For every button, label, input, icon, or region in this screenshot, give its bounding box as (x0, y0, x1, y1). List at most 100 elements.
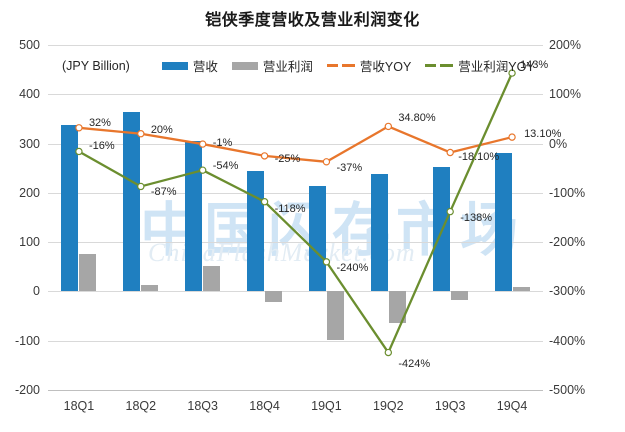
x-axis-tick: 19Q4 (496, 399, 528, 413)
data-point-marker[interactable] (260, 152, 269, 160)
data-point-label: -424% (398, 357, 431, 370)
operating-profit-yoy-color-swatch (425, 61, 454, 70)
data-point-label: 32% (88, 116, 111, 129)
data-point-marker[interactable] (446, 207, 454, 216)
y-axis-right-tick: -200% (549, 235, 586, 250)
data-point-marker[interactable] (137, 182, 145, 191)
data-point-marker[interactable] (198, 140, 207, 148)
line-operating-profit-yoy[interactable] (78, 72, 514, 354)
gridline (48, 291, 543, 293)
data-point-marker[interactable] (260, 198, 269, 206)
gridline (48, 390, 543, 391)
plot-area: 32% 20% -1% -25% -37% 34.80% -18.10% 13.10% -16%… (48, 45, 561, 391)
y-axis-right-tick: -400% (549, 333, 586, 348)
gridline (48, 143, 543, 145)
y-axis-right-tick: -100% (549, 185, 586, 200)
gridline (48, 45, 543, 46)
bar-revenue[interactable] (123, 111, 141, 292)
data-point-label: 143% (520, 59, 549, 72)
revenue-color-swatch (161, 61, 188, 70)
data-point-marker[interactable] (384, 122, 393, 131)
bar-operating-profit[interactable] (388, 291, 406, 324)
bar-revenue[interactable] (494, 153, 512, 292)
data-point-marker[interactable] (508, 133, 516, 141)
data-point-label: 20% (150, 123, 173, 136)
chart-title: 铠侠季度营收及营业利润变化 (205, 10, 420, 29)
data-point-label: -1% (212, 137, 233, 150)
bar-operating-profit[interactable] (512, 286, 530, 292)
legend-item-revenue-yoy[interactable]: 营收YOY (326, 56, 412, 75)
line-series-overlay (75, 69, 516, 357)
data-point-marker[interactable] (75, 124, 83, 132)
bar-revenue[interactable] (370, 174, 388, 292)
gridline (48, 340, 543, 342)
legend-label-revenue: 营收 (192, 60, 218, 74)
operating-profit-color-swatch (231, 61, 258, 70)
legend-item-revenue[interactable]: 营收 (161, 56, 218, 75)
y-axis-right-tick: -300% (549, 284, 586, 299)
y-axis-right-tick: -500% (549, 383, 586, 397)
y-axis-left-tick: -200 (14, 383, 40, 397)
data-point-marker[interactable] (137, 130, 145, 138)
y-axis-left-tick: 200 (19, 185, 40, 200)
bar-revenue[interactable] (185, 141, 203, 292)
legend-label-revenue-yoy: 营收YOY (359, 60, 412, 74)
bar-revenue[interactable] (308, 186, 326, 292)
data-point-marker[interactable] (508, 69, 516, 77)
y-axis-left-tick: 0 (33, 284, 40, 299)
legend-label-operating-profit-yoy: 营业利润YOY (458, 60, 535, 74)
bar-operating-profit[interactable] (450, 291, 468, 301)
data-point-marker[interactable] (75, 147, 83, 156)
data-point-label: -54% (212, 160, 239, 173)
y-axis-right-tick: 200% (549, 38, 581, 52)
gridline (48, 94, 543, 96)
x-axis-tick: 19Q1 (311, 399, 342, 413)
gridline (48, 242, 543, 244)
bar-revenue[interactable] (61, 124, 79, 292)
x-axis-tick: 18Q1 (63, 399, 95, 413)
legend-label-operating-profit: 营业利润 (262, 60, 313, 74)
data-point-label: -37% (336, 161, 363, 174)
bar-revenue[interactable] (247, 170, 265, 292)
y-axis-left-tick: -100 (14, 333, 40, 348)
data-point-label: -240% (336, 261, 369, 274)
chart-legend: (JPY Billion) 营收 营业利润 营收YOY 营业利润YOY (62, 56, 535, 75)
y-axis-left-tick: 100 (19, 235, 40, 250)
x-axis-tick: 18Q2 (125, 399, 157, 413)
gridline (48, 192, 543, 194)
data-point-marker[interactable] (198, 166, 207, 174)
legend-unit-note: (JPY Billion) (62, 58, 130, 73)
x-axis-tick: 18Q4 (249, 399, 280, 413)
revenue-yoy-color-swatch (326, 61, 355, 70)
data-point-marker[interactable] (322, 258, 331, 266)
data-point-label: 34.80% (398, 112, 436, 125)
bar-operating-profit[interactable] (79, 254, 97, 292)
bar-operating-profit[interactable] (203, 265, 221, 292)
data-point-label: -138% (460, 211, 492, 224)
y-axis-left-tick: 500 (19, 38, 40, 52)
y-axis-left-tick: 400 (19, 87, 40, 102)
data-point-label: -16% (88, 140, 115, 153)
data-point-marker[interactable] (322, 158, 331, 166)
series-layer: 32% 20% -1% -25% -37% 34.80% -18.10% 13.10% -16%… (48, 45, 561, 390)
x-axis-tick: 19Q3 (434, 399, 466, 413)
x-axis-tick: 18Q3 (187, 399, 218, 413)
y-axis-left-tick: 300 (19, 136, 40, 151)
bar-revenue[interactable] (432, 166, 450, 292)
x-axis-tick: 19Q2 (373, 399, 404, 413)
legend-item-operating-profit[interactable]: 营业利润 (231, 56, 313, 75)
data-point-label: -87% (150, 186, 177, 199)
legend-item-operating-profit-yoy[interactable]: 营业利润YOY (425, 56, 535, 75)
data-point-label: 13.10% (524, 128, 562, 141)
data-point-marker[interactable] (384, 348, 393, 357)
y-axis-right-tick: 0% (549, 136, 568, 151)
y-axis-right-tick: 100% (549, 87, 581, 102)
data-point-label: -25% (274, 152, 301, 165)
data-point-marker[interactable] (446, 148, 454, 157)
bar-operating-profit[interactable] (326, 291, 344, 340)
line-revenue-yoy[interactable] (78, 125, 513, 163)
bar-operating-profit[interactable] (141, 285, 159, 292)
data-point-label: -18.10% (458, 151, 500, 164)
bar-operating-profit[interactable] (265, 291, 283, 303)
